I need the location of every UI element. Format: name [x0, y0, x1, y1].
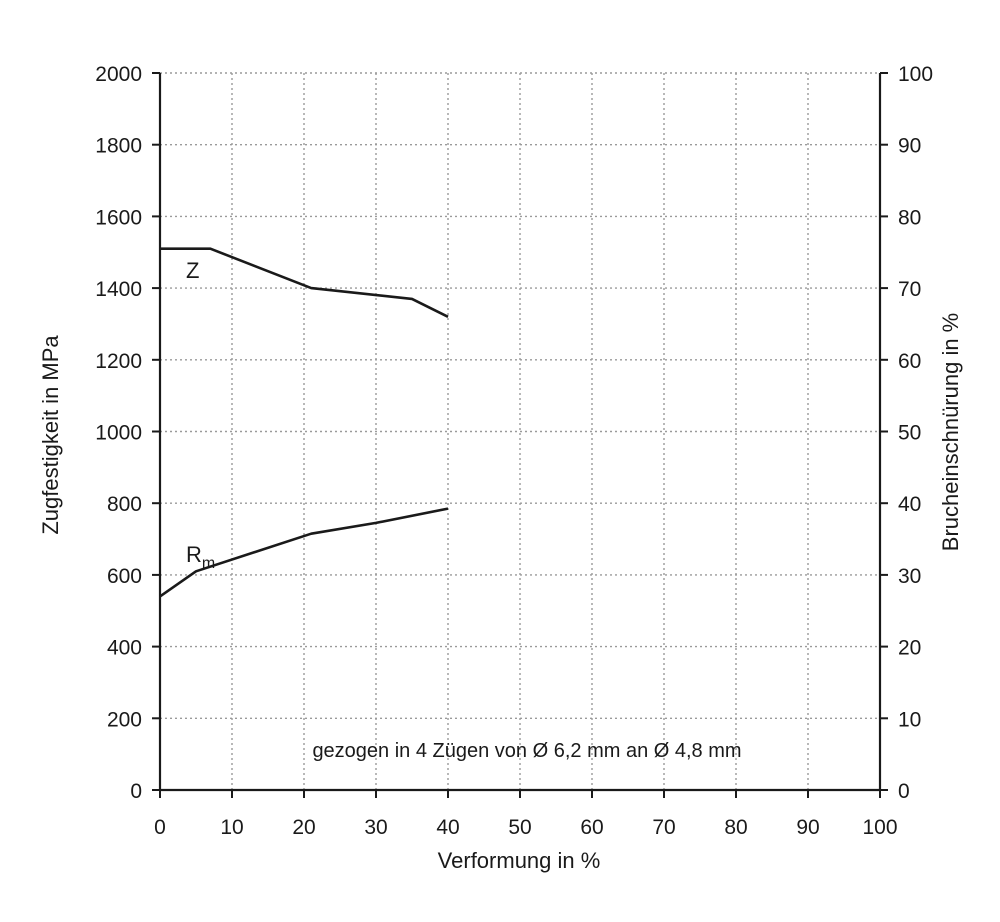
- x-tick-label: 50: [508, 816, 531, 839]
- x-tick-label: 20: [292, 816, 315, 839]
- y2-tick-label: 30: [898, 565, 921, 588]
- y2-tick-label: 10: [898, 708, 921, 731]
- y2-tick-label: 0: [898, 780, 910, 803]
- series-label-rm: Rm: [186, 542, 215, 572]
- series-line-rm: [159, 507, 449, 598]
- y-tick-label: 400: [107, 637, 142, 660]
- y-tick-label: 600: [107, 565, 142, 588]
- y-tick-label: 200: [107, 708, 142, 731]
- y-tick-label: 1400: [95, 278, 142, 301]
- x-tick-label: 60: [580, 816, 603, 839]
- annotation-text: gezogen in 4 Zügen von Ø 6,2 mm an Ø 4,8…: [312, 740, 741, 762]
- x-tick-label: 100: [862, 816, 897, 839]
- y2-tick-label: 50: [898, 422, 921, 445]
- x-tick-label: 90: [796, 816, 819, 839]
- grid: [160, 72, 880, 790]
- x-tick-label: 40: [436, 816, 459, 839]
- y-tick-label: 0: [130, 780, 142, 803]
- y2-tick-label: 20: [898, 637, 921, 660]
- y-tick-label: 1600: [95, 206, 142, 229]
- y2-tick-label: 70: [898, 278, 921, 301]
- series-line-z: [160, 247, 449, 318]
- x-tick-label: 70: [652, 816, 675, 839]
- tick-labels: 0 10 20 30 40 50 60 70 80 90 100020040060080010001…: [95, 63, 933, 839]
- y2-tick-label: 60: [898, 350, 921, 373]
- y-tick-label: 1800: [95, 135, 142, 158]
- y2-axis-title: Brucheinschnürung in %: [938, 313, 963, 551]
- y2-tick-label: 40: [898, 493, 921, 516]
- y-tick-label: 2000: [95, 63, 142, 86]
- y-tick-label: 800: [107, 493, 142, 516]
- x-tick-label: 0: [154, 816, 166, 839]
- y-tick-label: 1200: [95, 350, 142, 373]
- x-axis-title: Verformung in %: [438, 848, 601, 873]
- y-tick-label: 1000: [95, 422, 142, 445]
- y2-tick-label: 80: [898, 206, 921, 229]
- x-tick-label: 10: [220, 816, 243, 839]
- series-label-rm-sub: m: [202, 555, 215, 572]
- y-axis-title: Zugfestigkeit in MPa: [38, 335, 63, 535]
- series-label-z: Z: [186, 258, 199, 283]
- y2-tick-label: 90: [898, 135, 921, 158]
- series-label-rm-main: R: [186, 542, 202, 567]
- x-tick-label: 30: [364, 816, 387, 839]
- y2-tick-label: 100: [898, 63, 933, 86]
- axes: [152, 72, 888, 798]
- series-lines: [159, 247, 449, 598]
- x-tick-label: 80: [724, 816, 747, 839]
